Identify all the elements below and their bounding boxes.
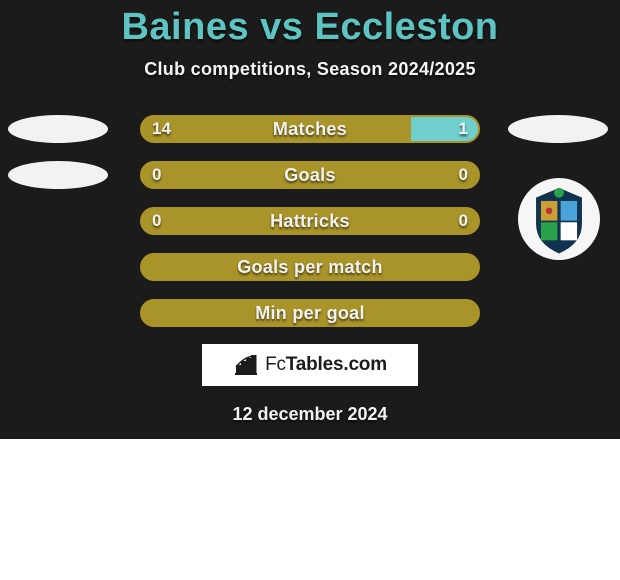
- bars-icon: [233, 354, 259, 376]
- stat-value-right: 0: [459, 206, 468, 236]
- logo-text: FcTables.com: [265, 354, 387, 376]
- comparison-card: Baines vs Eccleston Club competitions, S…: [0, 0, 620, 439]
- vs-text: vs: [260, 6, 303, 48]
- stat-row: Min per goal: [0, 298, 620, 328]
- player-right-name: Eccleston: [315, 6, 499, 48]
- stat-value-left: 0: [152, 160, 161, 190]
- crest-svg: [518, 178, 600, 260]
- logo-suffix: Tables.com: [286, 354, 387, 375]
- stat-label: Goals: [140, 160, 480, 190]
- avatar-left: [8, 115, 108, 143]
- stat-value-right: 0: [459, 160, 468, 190]
- stat-label: Min per goal: [140, 298, 480, 328]
- stat-value-right: 1: [459, 114, 468, 144]
- player-left-name: Baines: [121, 6, 249, 48]
- avatar-left: [8, 161, 108, 189]
- stat-value-left: 14: [152, 114, 171, 144]
- page-title: Baines vs Eccleston: [0, 6, 620, 49]
- stat-label: Hattricks: [140, 206, 480, 236]
- logo[interactable]: FcTables.com: [202, 344, 418, 386]
- stat-value-left: 0: [152, 206, 161, 236]
- date-stamp: 12 december 2024: [0, 404, 620, 425]
- logo-prefix: Fc: [265, 354, 286, 375]
- stat-row: Matches14 1: [0, 114, 620, 144]
- club-crest: [518, 178, 600, 260]
- avatar-right: [508, 115, 608, 143]
- stat-label: Matches: [140, 114, 480, 144]
- subtitle: Club competitions, Season 2024/2025: [0, 59, 620, 80]
- stat-label: Goals per match: [140, 252, 480, 282]
